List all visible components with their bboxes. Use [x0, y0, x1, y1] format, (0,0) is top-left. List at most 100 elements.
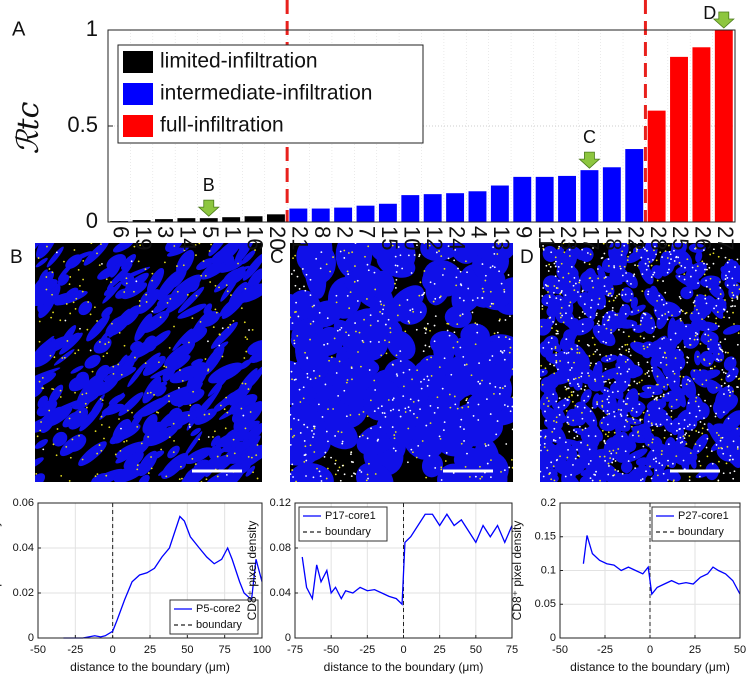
tissue-region — [727, 431, 740, 450]
cell-dot — [492, 246, 495, 249]
cell-dot — [188, 423, 191, 426]
cell-dot — [658, 317, 660, 320]
tissue-region — [579, 473, 607, 482]
cell-dot — [214, 308, 217, 311]
cell-dot — [410, 448, 413, 451]
cell-dot — [650, 264, 653, 267]
cell-dot — [677, 346, 680, 349]
tissue-region — [150, 364, 180, 379]
cell-dot — [623, 425, 626, 428]
cell-dot — [542, 245, 544, 247]
tissue-region — [599, 386, 612, 395]
cell-dot — [173, 439, 175, 442]
cell-dot — [717, 353, 720, 355]
cell-dot — [503, 288, 506, 291]
cell-dot — [481, 263, 484, 265]
cell-dot — [345, 415, 348, 418]
cell-dot — [717, 434, 720, 437]
annotation-arrow — [197, 199, 220, 217]
cell-dot — [604, 367, 607, 370]
cell-dot — [399, 254, 402, 257]
panel-label: C — [270, 247, 284, 268]
tissue-region — [108, 317, 123, 334]
cell-dot — [509, 410, 512, 413]
cell-dot — [680, 366, 682, 369]
cell-dot — [429, 329, 431, 332]
tissue-region — [142, 355, 166, 376]
cell-dot — [647, 293, 649, 296]
cell-dot — [556, 287, 559, 290]
panel-label: D — [520, 247, 534, 268]
cell-dot — [337, 469, 339, 472]
cell-dot — [313, 451, 316, 453]
cell-dot — [626, 280, 629, 283]
cell-dot — [730, 305, 732, 308]
cell-dot — [455, 276, 458, 279]
tissue-region — [658, 260, 674, 275]
cell-dot — [708, 266, 711, 269]
cell-dot — [118, 418, 120, 420]
cell-dot — [290, 413, 292, 416]
cell-dot — [349, 291, 352, 293]
tissue-region — [35, 367, 61, 383]
cell-dot — [379, 300, 382, 303]
cell-dot — [553, 291, 555, 294]
cell-dot — [675, 455, 678, 458]
cell-dot — [719, 286, 722, 289]
cell-dot — [642, 445, 645, 448]
cell-dot — [338, 466, 341, 469]
cell-dot — [636, 382, 639, 385]
cell-dot — [79, 411, 81, 413]
cell-dot — [459, 314, 462, 317]
cell-dot — [428, 345, 431, 348]
cell-dot — [166, 302, 169, 304]
cell-dot — [627, 389, 630, 392]
cell-dot — [137, 260, 140, 263]
cell-dot — [588, 355, 591, 357]
tissue-region — [706, 295, 724, 319]
cell-dot — [595, 314, 598, 317]
cell-dot — [552, 393, 555, 396]
cell-dot — [549, 363, 552, 366]
cell-dot — [737, 332, 740, 335]
cell-dot — [732, 311, 734, 314]
cell-dot — [677, 422, 680, 425]
cell-dot — [434, 467, 437, 469]
cell-dot — [631, 434, 634, 437]
tissue-region — [540, 434, 555, 448]
cell-dot — [608, 450, 611, 453]
cell-dot — [542, 403, 545, 405]
cell-dot — [591, 336, 594, 339]
cell-dot — [683, 346, 686, 348]
cell-dot — [616, 372, 619, 375]
cell-dot — [583, 261, 586, 264]
cell-dot — [581, 330, 584, 333]
cell-dot — [625, 349, 628, 352]
cell-dot — [119, 449, 122, 452]
cell-dot — [227, 326, 230, 329]
cell-dot — [45, 276, 48, 278]
cell-dot — [159, 316, 162, 319]
cell-dot — [666, 383, 669, 386]
cell-dot — [650, 477, 653, 480]
cell-dot — [644, 373, 647, 375]
cell-dot — [123, 291, 126, 293]
cell-dot — [145, 301, 148, 303]
tissue-region — [95, 377, 119, 396]
x-tick-label: 10 — [399, 226, 424, 250]
cell-dot — [493, 332, 496, 335]
cell-dot — [683, 427, 686, 430]
cell-dot — [629, 299, 632, 302]
cell-dot — [100, 415, 103, 418]
cell-dot — [574, 282, 577, 285]
cell-dot — [244, 382, 247, 385]
cell-dot — [685, 325, 687, 328]
tissue-region — [137, 450, 158, 477]
tissue-region — [190, 427, 201, 437]
cell-dot — [671, 314, 673, 317]
tissue-region — [46, 246, 64, 268]
cell-dot — [565, 388, 568, 391]
cell-dot — [577, 291, 579, 293]
x-tick-label: 3 — [153, 226, 178, 238]
cell-dot — [416, 416, 419, 419]
